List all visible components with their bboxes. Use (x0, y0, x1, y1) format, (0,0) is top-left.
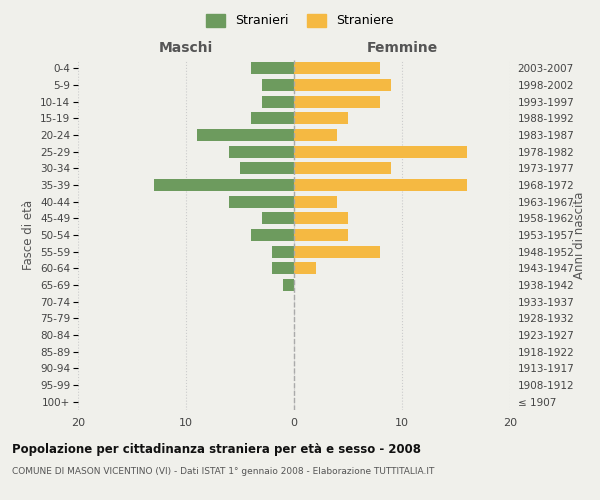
Bar (272, 246, 294, 258)
Text: Maschi: Maschi (159, 41, 213, 55)
Bar (262, 212, 294, 224)
Bar (294, 262, 316, 274)
Bar (229, 196, 294, 207)
Bar (251, 229, 294, 241)
Bar (154, 179, 294, 191)
Bar (251, 112, 294, 124)
Bar (294, 162, 391, 174)
Bar (294, 112, 348, 124)
Text: Popolazione per cittadinanza straniera per età e sesso - 2008: Popolazione per cittadinanza straniera p… (12, 442, 421, 456)
Bar (294, 196, 337, 207)
Y-axis label: Anni di nascita: Anni di nascita (574, 192, 586, 278)
Bar (272, 262, 294, 274)
Bar (229, 146, 294, 158)
Bar (240, 162, 294, 174)
Bar (294, 146, 467, 158)
Bar (294, 96, 380, 108)
Bar (294, 229, 348, 241)
Bar (294, 79, 391, 91)
Bar (294, 246, 380, 258)
Bar (251, 62, 294, 74)
Bar (283, 279, 294, 291)
Bar (197, 129, 294, 141)
Y-axis label: Fasce di età: Fasce di età (22, 200, 35, 270)
Legend: Stranieri, Straniere: Stranieri, Straniere (206, 14, 394, 28)
Text: Femmine: Femmine (367, 41, 437, 55)
Bar (294, 62, 380, 74)
Text: COMUNE DI MASON VICENTINO (VI) - Dati ISTAT 1° gennaio 2008 - Elaborazione TUTTI: COMUNE DI MASON VICENTINO (VI) - Dati IS… (12, 468, 434, 476)
Bar (262, 96, 294, 108)
Bar (294, 212, 348, 224)
Bar (294, 179, 467, 191)
Bar (262, 79, 294, 91)
Bar (294, 129, 337, 141)
